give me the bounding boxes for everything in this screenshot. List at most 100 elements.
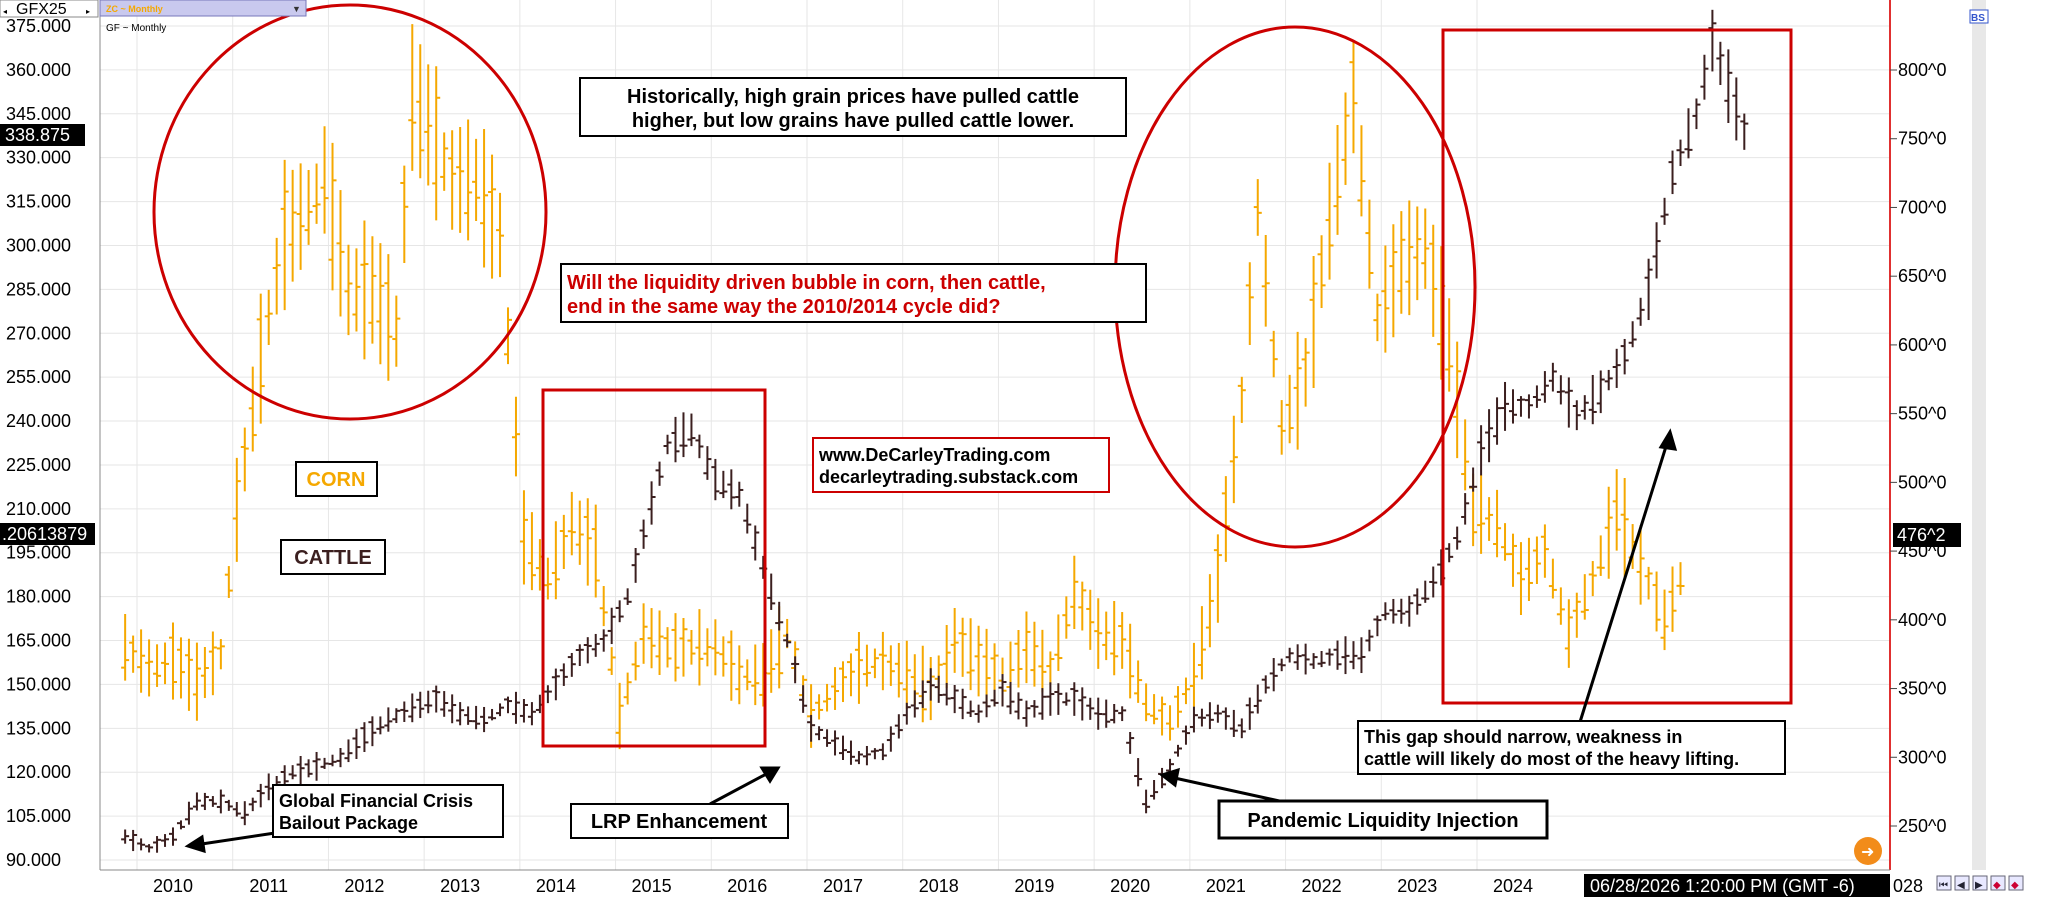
symbol-arrow-icon[interactable]: ◂ — [3, 7, 7, 16]
gap-2024-box — [1441, 28, 1793, 705]
left-last-value: 338.875 — [5, 125, 70, 145]
question-line-1: Will the liquidity driven bubble in corn… — [567, 272, 1046, 294]
nav-first-button[interactable] — [1936, 875, 1952, 891]
left-tick-label: 150.000 — [6, 674, 71, 694]
left-tick-label: 375.000 — [6, 16, 71, 36]
corn-label-box — [295, 461, 378, 497]
first-icon[interactable]: ⏮ — [1939, 880, 1948, 891]
cattle-label: CATTLE — [280, 539, 386, 575]
bs-badge-text[interactable]: BS — [1971, 13, 1985, 24]
right-last-value: 476^2 — [1897, 525, 1946, 545]
prev-icon[interactable]: ◀ — [1957, 880, 1965, 891]
right-tick-label: 650^0 — [1898, 266, 1947, 286]
symbol-text[interactable]: GFX25 — [16, 1, 67, 18]
corn-label-text: CORN — [307, 469, 366, 491]
bs-badge[interactable]: BS — [1969, 9, 1989, 24]
corn-label: CORN — [295, 461, 378, 497]
left-tick-label: 360.000 — [6, 60, 71, 80]
symbol-header[interactable]: ◂ GFX25 ▸ — [0, 0, 99, 18]
lrp-text: LRP Enhancement — [591, 811, 768, 833]
left-tick-label: 195.000 — [6, 543, 71, 563]
x-tick-label: 2015 — [632, 876, 672, 896]
cattle-label-box — [280, 539, 386, 575]
chart-subtitle: GF ~ Monthly — [106, 23, 166, 34]
truncated-tick-label: 028 — [1893, 876, 1923, 896]
right-tick-label: 300^0 — [1898, 747, 1947, 767]
website-note-box — [812, 437, 1110, 493]
right-last-value-bg — [1893, 523, 1961, 547]
left-tick-label: 270.000 — [6, 323, 71, 343]
website-line-2: decarleytrading.substack.com — [819, 467, 1078, 487]
left-tick-label: 180.000 — [6, 587, 71, 607]
symbol-next-icon[interactable]: ▸ — [86, 7, 90, 16]
pandemic-text: Pandemic Liquidity Injection — [1247, 810, 1518, 832]
cattle-series — [121, 9, 1749, 853]
left-tick-label: 105.000 — [6, 806, 71, 826]
symbol-box[interactable] — [0, 0, 99, 18]
gfc-line-1: Global Financial Crisis — [279, 791, 473, 811]
status-bar: 06/28/2026 1:20:00 PM (GMT -6) 028 — [1584, 874, 1923, 897]
pandemic-note-box — [1217, 799, 1549, 840]
study-selector[interactable]: ZC ~ Monthly ▼ — [99, 0, 307, 17]
left-marker-flag: .20613879 — [0, 523, 95, 545]
scrollbar-track[interactable] — [1972, 0, 1986, 870]
gap-line-1: This gap should narrow, weakness in — [1364, 727, 1682, 747]
lrp-arrowhead — [759, 766, 781, 784]
corn-2012-ellipse — [152, 3, 548, 421]
x-tick-label: 2023 — [1397, 876, 1437, 896]
historical-note-box — [579, 77, 1127, 137]
nav-buttons[interactable]: ⏮ ◀ ▶ ◆ ◆ ➜ — [1854, 837, 2024, 891]
historical-line-1: Historically, high grain prices have pul… — [627, 86, 1079, 108]
arrow-right-icon[interactable]: ➜ — [1861, 842, 1874, 861]
left-tick-label: 165.000 — [6, 631, 71, 651]
left-tick-label: 240.000 — [6, 411, 71, 431]
study-selector-text[interactable]: ZC ~ Monthly — [106, 4, 163, 14]
x-tick-label: 2022 — [1302, 876, 1342, 896]
nav-zoom-out-button[interactable] — [2008, 875, 2024, 891]
bs-badge-box[interactable] — [1969, 9, 1989, 24]
right-last-value-flag: 476^2 — [1893, 523, 1961, 547]
gfc-arrow — [194, 831, 276, 847]
timestamp-text: 06/28/2026 1:20:00 PM (GMT -6) — [1590, 876, 1855, 896]
left-tick-label: 120.000 — [6, 762, 71, 782]
study-selector-box[interactable] — [99, 0, 307, 17]
pandemic-note: Pandemic Liquidity Injection — [1217, 799, 1549, 840]
pandemic-arrowhead — [1158, 767, 1180, 788]
x-tick-label: 2013 — [440, 876, 480, 896]
right-tick-label: 350^0 — [1898, 679, 1947, 699]
question-note-box — [560, 263, 1147, 323]
left-last-value-bg — [0, 124, 85, 146]
question-line-2: end in the same way the 2010/2014 cycle … — [567, 296, 1001, 318]
x-tick-label: 2012 — [344, 876, 384, 896]
left-tick-label: 135.000 — [6, 718, 71, 738]
nav-prev-button[interactable] — [1954, 875, 1970, 891]
left-marker-bg — [0, 523, 95, 545]
left-tick-label: 255.000 — [6, 367, 71, 387]
gfc-note-box — [272, 784, 504, 838]
left-last-value-flag: 338.875 — [0, 124, 85, 146]
left-tick-label: 285.000 — [6, 279, 71, 299]
right-tick-label: 250^0 — [1898, 816, 1947, 836]
x-tick-label: 2010 — [153, 876, 193, 896]
lrp-note-box — [570, 803, 789, 839]
chevron-down-icon[interactable]: ▼ — [292, 4, 301, 14]
x-tick-label: 2019 — [1014, 876, 1054, 896]
corn-series — [121, 24, 1685, 750]
nav-next-button[interactable] — [1972, 875, 1988, 891]
gap-note-box — [1357, 720, 1786, 775]
gfc-note: Global Financial Crisis Bailout Package — [272, 784, 504, 838]
x-tick-label: 2016 — [727, 876, 767, 896]
go-to-latest-button[interactable] — [1854, 837, 1882, 865]
x-axis-ticks: 2010 2011 2012 2013 2014 2015 2016 2017 2018 2019… — [153, 876, 1533, 896]
left-tick-label: 90.000 — [6, 850, 61, 870]
nav-zoom-in-button[interactable] — [1990, 875, 2006, 891]
x-tick-label: 2024 — [1493, 876, 1533, 896]
zoom-out-icon[interactable]: ◆ — [2011, 880, 2019, 891]
next-icon[interactable]: ▶ — [1975, 880, 1983, 891]
x-tick-label: 2018 — [919, 876, 959, 896]
zoom-in-icon[interactable]: ◆ — [1993, 880, 2001, 891]
x-tick-label: 2020 — [1110, 876, 1150, 896]
left-axis-ticks: 375.000 360.000 345.000 330.000 315.000 300.0… — [6, 16, 71, 870]
timestamp-bg — [1584, 874, 1890, 897]
